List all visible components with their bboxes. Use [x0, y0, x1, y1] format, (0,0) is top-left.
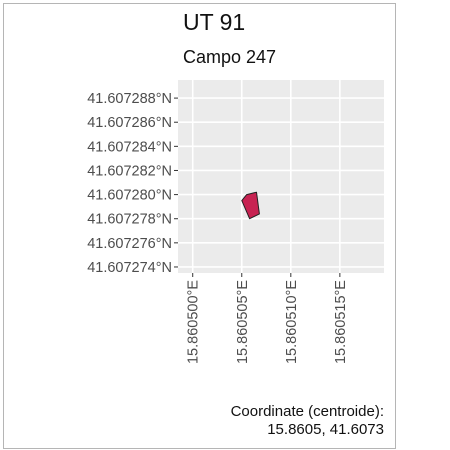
map-grid [178, 80, 384, 273]
lat-tick-label: 41.607276°N [87, 236, 172, 252]
map-ticks [174, 97, 341, 277]
parcel-polygon[interactable] [241, 191, 260, 220]
lon-tick-label: 15.860500°E [186, 280, 202, 364]
lat-tick-label: 41.607288°N [87, 91, 172, 107]
centroid-coordinates: 15.8605, 41.6073 [267, 421, 384, 438]
plot-subtitle: Campo 247 [183, 47, 277, 67]
lon-tick-label: 15.860510°E [284, 280, 300, 364]
lat-tick-label: 41.607282°N [87, 163, 172, 179]
lat-tick-label: 41.607286°N [87, 115, 172, 131]
map-axis-labels: 41.607274°N 41.607276°N 41.607278°N 41.6072… [87, 91, 349, 364]
lat-tick-label: 41.607284°N [87, 139, 172, 155]
lat-tick-label: 41.607274°N [87, 260, 172, 276]
lon-tick-label: 15.860515°E [333, 280, 349, 364]
lat-tick-label: 41.607278°N [87, 212, 172, 228]
lon-tick-label: 15.860505°E [235, 280, 251, 364]
lat-tick-label: 41.607280°N [87, 188, 172, 204]
map-panel-background [178, 80, 384, 273]
plot-title: UT 91 [183, 9, 246, 35]
centroid-caption: Coordinate (centroide): [230, 403, 384, 420]
